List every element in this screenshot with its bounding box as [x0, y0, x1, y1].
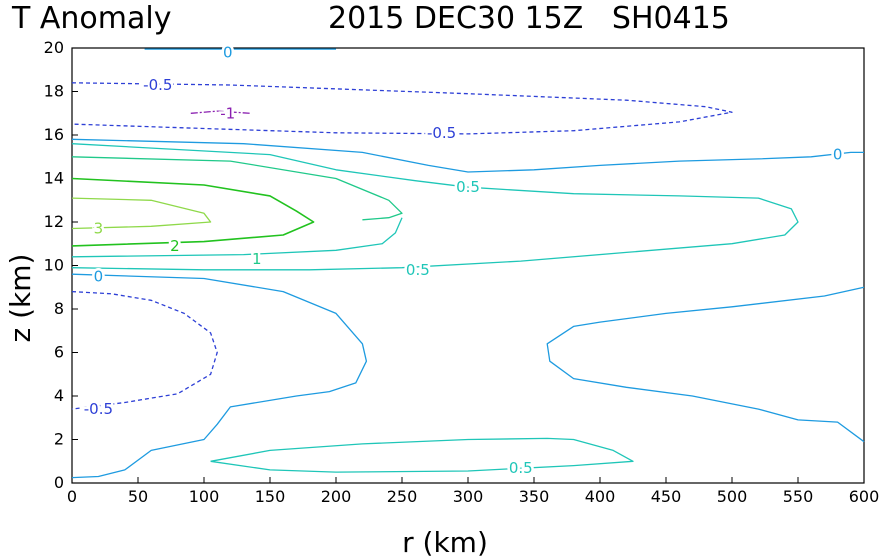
x-tick-label-9: 450: [651, 487, 682, 506]
x-tick-label-3: 150: [255, 487, 286, 506]
contour-level_2-7: [71, 177, 315, 247]
contour-label-1: -0.5: [143, 76, 172, 94]
contour-lines: [71, 48, 865, 479]
contour-level_m1-2: [190, 110, 251, 114]
contour-label-3: -0.5: [427, 124, 456, 142]
contour-level_0-11: [546, 286, 865, 443]
y-tick-label-9: 18: [44, 82, 64, 101]
contour-label-12: 0.5: [509, 459, 533, 477]
contour-level_3-8: [71, 197, 212, 230]
y-tick-label-7: 14: [44, 169, 64, 188]
y-tick-label-8: 16: [44, 125, 64, 144]
contour-level_1-6: [71, 156, 403, 221]
contour-label-2: -1: [220, 104, 235, 122]
chart-title-right: 2015 DEC30 15Z SH0415: [328, 1, 730, 36]
x-tick-label-4: 200: [321, 487, 352, 506]
contour-level_0-3: [71, 138, 864, 173]
x-tick-label-7: 350: [519, 487, 550, 506]
y-tick-label-0: 0: [54, 473, 64, 492]
contour-level_05-12: [210, 437, 634, 473]
contour-label-4: 0: [833, 146, 843, 164]
contour-level_0-9: [71, 273, 368, 479]
y-tick-label-10: 20: [44, 38, 64, 57]
x-axis-ticks: 0 50 100 150 200 250 300 350 400 450 500 550 600: [67, 477, 879, 506]
y-tick-label-6: 12: [44, 212, 64, 231]
contour-label-6: 3: [94, 220, 104, 238]
x-tick-label-6: 300: [453, 487, 484, 506]
x-tick-label-8: 400: [585, 487, 616, 506]
x-tick-label-2: 100: [189, 487, 220, 506]
x-tick-label-11: 550: [783, 487, 814, 506]
y-axis-label: z (km): [4, 254, 37, 343]
contour-level_05-4: [71, 143, 799, 271]
contour-level_m05-1: [71, 82, 733, 135]
y-tick-label-4: 8: [54, 299, 64, 318]
contour-level_m05-10: [71, 290, 218, 410]
chart-title-left: T Anomaly: [11, 1, 171, 36]
contour-label-11: -0.5: [84, 400, 113, 418]
x-tick-label-0: 0: [67, 487, 77, 506]
y-tick-label-1: 2: [54, 430, 64, 449]
y-tick-label-3: 6: [54, 343, 64, 362]
contour-label-9: 0.5: [406, 261, 430, 279]
contour-label-7: 2: [170, 237, 180, 255]
contour-label-10: 0: [94, 267, 104, 285]
y-tick-label-5: 10: [44, 256, 64, 275]
contour-label-8: 1: [252, 250, 262, 268]
x-tick-label-1: 50: [128, 487, 148, 506]
x-tick-label-12: 600: [849, 487, 879, 506]
contour-label-0: 0: [223, 43, 233, 61]
x-tick-label-5: 250: [387, 487, 418, 506]
y-tick-label-2: 4: [54, 386, 64, 405]
x-axis-label: r (km): [402, 526, 488, 559]
x-tick-label-10: 500: [717, 487, 748, 506]
contour-label-5: 0.5: [456, 178, 480, 196]
contour-labels: 0 -0.5 -1 -0.5 0 0.5 3 2 1 0.5 0 -0.5 0.5: [81, 41, 845, 479]
contour-level_05-5: [71, 217, 403, 258]
y-axis-ticks: 0 2 4 6 8 10 12 14 16 18 20: [44, 38, 78, 492]
